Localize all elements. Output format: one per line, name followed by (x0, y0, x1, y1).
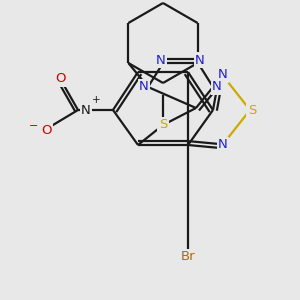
Text: N: N (139, 80, 149, 94)
Text: N: N (81, 103, 91, 116)
Text: N: N (218, 68, 228, 82)
Text: O: O (55, 73, 65, 85)
Text: −: − (29, 121, 39, 131)
Text: O: O (41, 124, 51, 137)
Text: N: N (195, 53, 205, 67)
Text: Br: Br (181, 250, 195, 263)
Text: N: N (156, 53, 166, 67)
Text: +: + (92, 95, 100, 105)
Text: N: N (218, 139, 228, 152)
Text: N: N (212, 80, 222, 94)
Text: S: S (159, 118, 167, 131)
Text: S: S (248, 103, 256, 116)
